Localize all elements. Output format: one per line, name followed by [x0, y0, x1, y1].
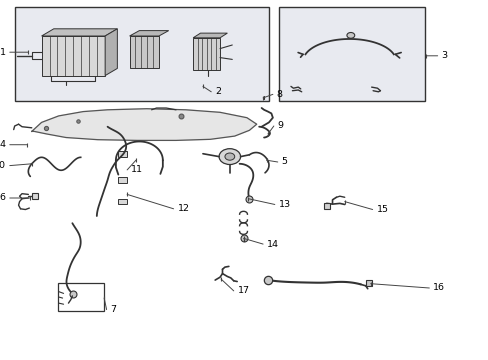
Text: 16: 16	[432, 284, 445, 292]
Text: 7: 7	[110, 305, 116, 314]
Text: 4: 4	[0, 140, 6, 149]
Text: 11: 11	[131, 165, 143, 174]
Text: 13: 13	[278, 200, 290, 209]
Text: 10: 10	[0, 161, 6, 170]
Text: 17: 17	[237, 287, 249, 295]
Polygon shape	[129, 36, 159, 68]
Text: 6: 6	[0, 194, 6, 202]
Bar	[15, 7, 268, 101]
Text: 15: 15	[376, 205, 388, 214]
Text: 8: 8	[276, 90, 282, 99]
Text: 5: 5	[281, 157, 287, 166]
Polygon shape	[32, 109, 256, 140]
Circle shape	[219, 149, 240, 165]
Circle shape	[346, 32, 354, 38]
Polygon shape	[129, 31, 168, 36]
Bar	[118, 151, 127, 157]
Polygon shape	[193, 33, 227, 38]
Polygon shape	[41, 36, 105, 76]
Text: 12: 12	[177, 204, 189, 213]
Text: 1: 1	[0, 48, 6, 57]
Bar	[278, 7, 425, 101]
Bar	[118, 177, 127, 183]
Text: 3: 3	[441, 51, 447, 60]
Circle shape	[224, 153, 234, 160]
Bar	[118, 199, 127, 204]
Text: 2: 2	[215, 87, 221, 96]
Bar	[58, 283, 104, 311]
Polygon shape	[41, 29, 117, 36]
Polygon shape	[193, 38, 220, 70]
Text: 9: 9	[277, 122, 283, 130]
Text: 14: 14	[266, 240, 279, 248]
Polygon shape	[105, 29, 117, 76]
